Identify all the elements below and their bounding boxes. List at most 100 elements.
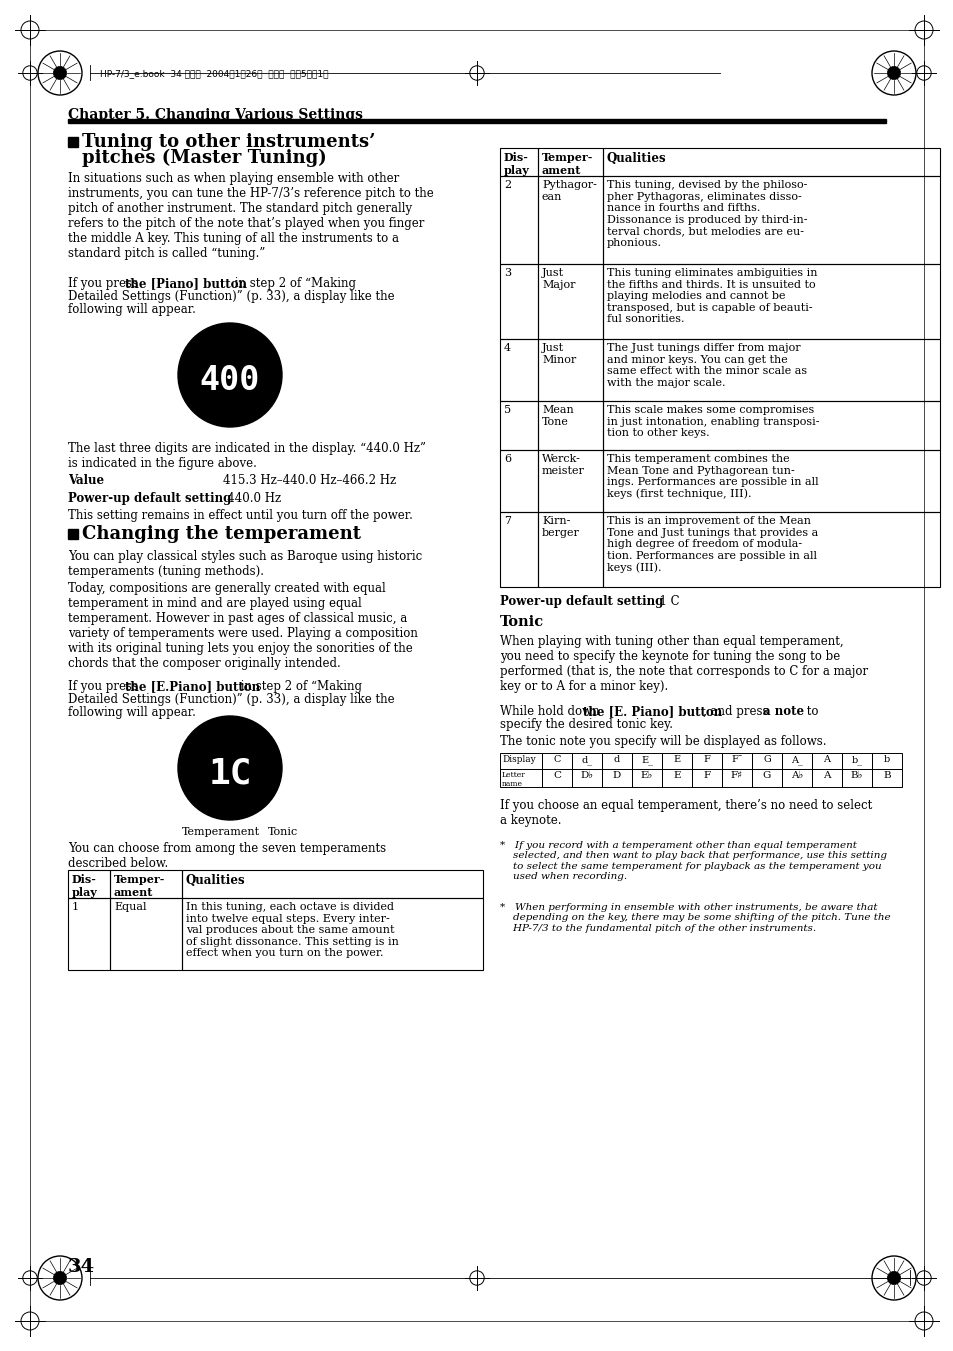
Text: C: C bbox=[553, 771, 560, 780]
Text: Letter
name: Letter name bbox=[501, 771, 525, 788]
Bar bbox=[572, 753, 601, 769]
Bar bbox=[499, 450, 537, 512]
Text: 1: 1 bbox=[71, 902, 79, 912]
Text: Temperament: Temperament bbox=[182, 827, 260, 838]
Bar bbox=[841, 753, 871, 769]
Circle shape bbox=[53, 1271, 67, 1285]
Text: A: A bbox=[822, 755, 830, 765]
Text: G: G bbox=[762, 755, 770, 765]
Text: You can play classical styles such as Baroque using historic
temperaments (tunin: You can play classical styles such as Ba… bbox=[68, 550, 422, 578]
Text: This scale makes some compromises
in just intonation, enabling transposi-
tion t: This scale makes some compromises in jus… bbox=[606, 405, 819, 438]
Text: A_: A_ bbox=[790, 755, 802, 765]
Text: Power-up default setting: Power-up default setting bbox=[68, 492, 232, 505]
Text: The Just tunings differ from major
and minor keys. You can get the
same effect w: The Just tunings differ from major and m… bbox=[606, 343, 806, 388]
Text: 1 C: 1 C bbox=[651, 594, 679, 608]
Bar bbox=[499, 753, 541, 769]
Text: the [Piano] button: the [Piano] button bbox=[125, 277, 247, 290]
Text: in step 2 of “Making: in step 2 of “Making bbox=[236, 680, 361, 693]
Text: When playing with tuning other than equal temperament,
you need to specify the k: When playing with tuning other than equa… bbox=[499, 635, 867, 693]
Bar bbox=[602, 401, 939, 450]
Circle shape bbox=[178, 323, 282, 427]
Text: 3: 3 bbox=[503, 267, 511, 278]
Text: E: E bbox=[673, 771, 680, 780]
Text: E: E bbox=[673, 755, 679, 765]
Bar bbox=[68, 136, 78, 147]
Text: 34: 34 bbox=[68, 1258, 95, 1275]
Text: In this tuning, each octave is divided
into twelve equal steps. Every inter-
val: In this tuning, each octave is divided i… bbox=[186, 902, 398, 958]
Bar bbox=[601, 753, 631, 769]
Text: If you press: If you press bbox=[68, 277, 142, 290]
Bar bbox=[537, 450, 602, 512]
Text: C: C bbox=[553, 755, 560, 765]
Text: a note: a note bbox=[762, 705, 803, 717]
Text: Chapter 5. Changing Various Settings: Chapter 5. Changing Various Settings bbox=[68, 108, 363, 122]
Text: b_: b_ bbox=[850, 755, 862, 765]
Bar bbox=[499, 176, 537, 263]
Text: D: D bbox=[612, 771, 620, 780]
Text: 1C: 1C bbox=[208, 757, 252, 790]
Text: *   When performing in ensemble with other instruments, be aware that
    depend: * When performing in ensemble with other… bbox=[499, 902, 890, 932]
Text: Just
Major: Just Major bbox=[541, 267, 575, 289]
Bar bbox=[499, 769, 541, 788]
Text: F¯: F¯ bbox=[730, 755, 742, 765]
Bar bbox=[68, 119, 885, 123]
Text: following will appear.: following will appear. bbox=[68, 303, 195, 316]
Bar bbox=[572, 769, 601, 788]
Text: 4: 4 bbox=[503, 343, 511, 353]
Text: E_: E_ bbox=[640, 755, 652, 765]
Bar bbox=[537, 512, 602, 586]
Text: the [E.Piano] button: the [E.Piano] button bbox=[125, 680, 260, 693]
Text: specify the desired tonic key.: specify the desired tonic key. bbox=[499, 717, 672, 731]
Circle shape bbox=[178, 716, 282, 820]
Bar bbox=[691, 753, 721, 769]
Bar bbox=[811, 753, 841, 769]
Bar bbox=[602, 450, 939, 512]
Text: Tonic: Tonic bbox=[268, 827, 298, 838]
Circle shape bbox=[886, 1271, 900, 1285]
Text: F: F bbox=[702, 771, 710, 780]
Bar bbox=[182, 898, 482, 970]
Text: This tuning, devised by the philoso-
pher Pythagoras, eliminates disso-
nance in: This tuning, devised by the philoso- phe… bbox=[606, 180, 806, 249]
Bar bbox=[751, 753, 781, 769]
Text: B: B bbox=[882, 771, 890, 780]
Text: to: to bbox=[802, 705, 818, 717]
Text: Today, compositions are generally created with equal
temperament in mind and are: Today, compositions are generally create… bbox=[68, 582, 417, 670]
Text: Qualities: Qualities bbox=[186, 874, 245, 888]
Text: d_: d_ bbox=[580, 755, 592, 765]
Bar bbox=[751, 769, 781, 788]
Bar bbox=[537, 339, 602, 401]
Text: A♭: A♭ bbox=[790, 771, 802, 780]
Text: Tuning to other instruments’: Tuning to other instruments’ bbox=[82, 132, 375, 151]
Text: Just
Minor: Just Minor bbox=[541, 343, 576, 365]
Bar bbox=[182, 870, 482, 898]
Bar bbox=[537, 401, 602, 450]
Bar bbox=[841, 769, 871, 788]
Text: 2: 2 bbox=[503, 180, 511, 190]
Text: B♭: B♭ bbox=[850, 771, 862, 780]
Circle shape bbox=[886, 66, 900, 80]
Text: F♯: F♯ bbox=[730, 771, 742, 780]
Bar bbox=[631, 769, 661, 788]
Text: Mean
Tone: Mean Tone bbox=[541, 405, 573, 427]
Text: 415.3 Hz–440.0 Hz–466.2 Hz: 415.3 Hz–440.0 Hz–466.2 Hz bbox=[223, 474, 395, 486]
Bar bbox=[541, 769, 572, 788]
Text: G: G bbox=[762, 771, 770, 780]
Text: While hold down: While hold down bbox=[499, 705, 602, 717]
Bar bbox=[499, 401, 537, 450]
Text: The last three digits are indicated in the display. “440.0 Hz”
is indicated in t: The last three digits are indicated in t… bbox=[68, 442, 426, 470]
Text: Pythagor-
ean: Pythagor- ean bbox=[541, 180, 597, 201]
Bar bbox=[602, 263, 939, 339]
Text: In situations such as when playing ensemble with other
instruments, you can tune: In situations such as when playing ensem… bbox=[68, 172, 434, 259]
Bar bbox=[68, 870, 110, 898]
Text: The tonic note you specify will be displayed as follows.: The tonic note you specify will be displ… bbox=[499, 735, 825, 748]
Bar bbox=[541, 753, 572, 769]
Bar bbox=[499, 339, 537, 401]
Text: in step 2 of “Making: in step 2 of “Making bbox=[231, 277, 355, 290]
Text: Temper-
ament: Temper- ament bbox=[541, 153, 593, 176]
Bar bbox=[537, 176, 602, 263]
Text: This temperament combines the
Mean Tone and Pythagorean tun-
ings. Performances : This temperament combines the Mean Tone … bbox=[606, 454, 818, 500]
Text: Value: Value bbox=[68, 474, 104, 486]
Text: 440.0 Hz: 440.0 Hz bbox=[215, 492, 281, 505]
Text: F: F bbox=[702, 755, 710, 765]
Bar bbox=[110, 898, 182, 970]
